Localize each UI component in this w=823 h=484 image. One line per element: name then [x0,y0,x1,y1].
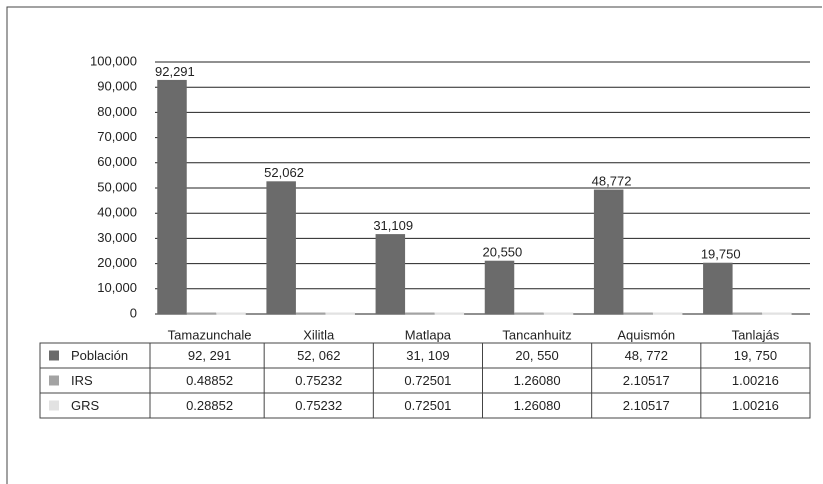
legend-label: IRS [71,373,93,388]
x-tick-label: Matlapa [405,327,452,342]
table-cell: 92, 291 [188,348,231,363]
table-cell: 52, 062 [297,348,340,363]
y-tick-label: 30,000 [97,230,137,245]
legend-label: GRS [71,398,100,413]
y-tick-label: 70,000 [97,129,137,144]
x-tick-label: Aquismón [617,327,675,342]
y-tick-label: 80,000 [97,104,137,119]
legend-swatch [49,375,59,386]
table-cell: 0.28852 [186,398,233,413]
table-cell: 19, 750 [734,348,777,363]
x-tick-label: Tanlajás [732,327,780,342]
table-cell: 48, 772 [625,348,668,363]
table-cell: 31, 109 [406,348,449,363]
bar [186,312,217,315]
data-label: 48,772 [592,174,632,189]
y-tick-label: 50,000 [97,179,137,194]
bar [484,260,515,315]
bar [375,234,406,315]
table-cell: 1.26080 [514,398,561,413]
data-label: 92,291 [155,64,195,79]
y-tick-label: 0 [130,305,137,320]
data-label: 19,750 [701,247,741,262]
bar [623,312,653,315]
bar [593,189,624,315]
y-tick-label: 90,000 [97,79,137,94]
bar [732,312,763,315]
table-cell: 2.10517 [623,373,670,388]
frame [6,6,822,484]
bar [405,312,435,315]
data-label: 31,109 [373,218,413,233]
table-cell: 1.00216 [732,398,779,413]
bar [703,262,733,315]
bar [434,312,465,315]
bar [514,312,544,315]
bar [157,79,187,315]
y-tick-label: 40,000 [97,205,137,220]
table-cell: 1.26080 [514,373,561,388]
table-cell: 0.75232 [295,373,342,388]
table-cell: 2.10517 [623,398,670,413]
bar [266,181,296,315]
x-tick-label: Tancanhuitz [502,327,571,342]
table-cell: 0.72501 [404,373,451,388]
y-tick-label: 60,000 [97,154,137,169]
legend-swatch [49,400,59,411]
data-label: 20,550 [483,245,523,260]
table-cell: 1.00216 [732,373,779,388]
table-cell: 0.72501 [404,398,451,413]
table-cell: 0.48852 [186,373,233,388]
bar [762,312,792,315]
data-table-border [39,342,811,419]
bar [295,312,326,315]
bar [652,312,683,315]
x-tick-label: Tamazunchale [168,327,252,342]
y-tick-label: 20,000 [97,255,137,270]
y-tick-label: 10,000 [97,280,137,295]
bar [325,312,355,315]
legend-label: Población [71,348,128,363]
x-tick-label: Xilitla [303,327,335,342]
data-label: 52,062 [264,165,304,180]
table-cell: 20, 550 [515,348,558,363]
legend-swatch [49,350,59,361]
bar [216,312,246,315]
y-tick-label: 100,000 [90,53,137,68]
table-cell: 0.75232 [295,398,342,413]
bar [543,312,574,315]
